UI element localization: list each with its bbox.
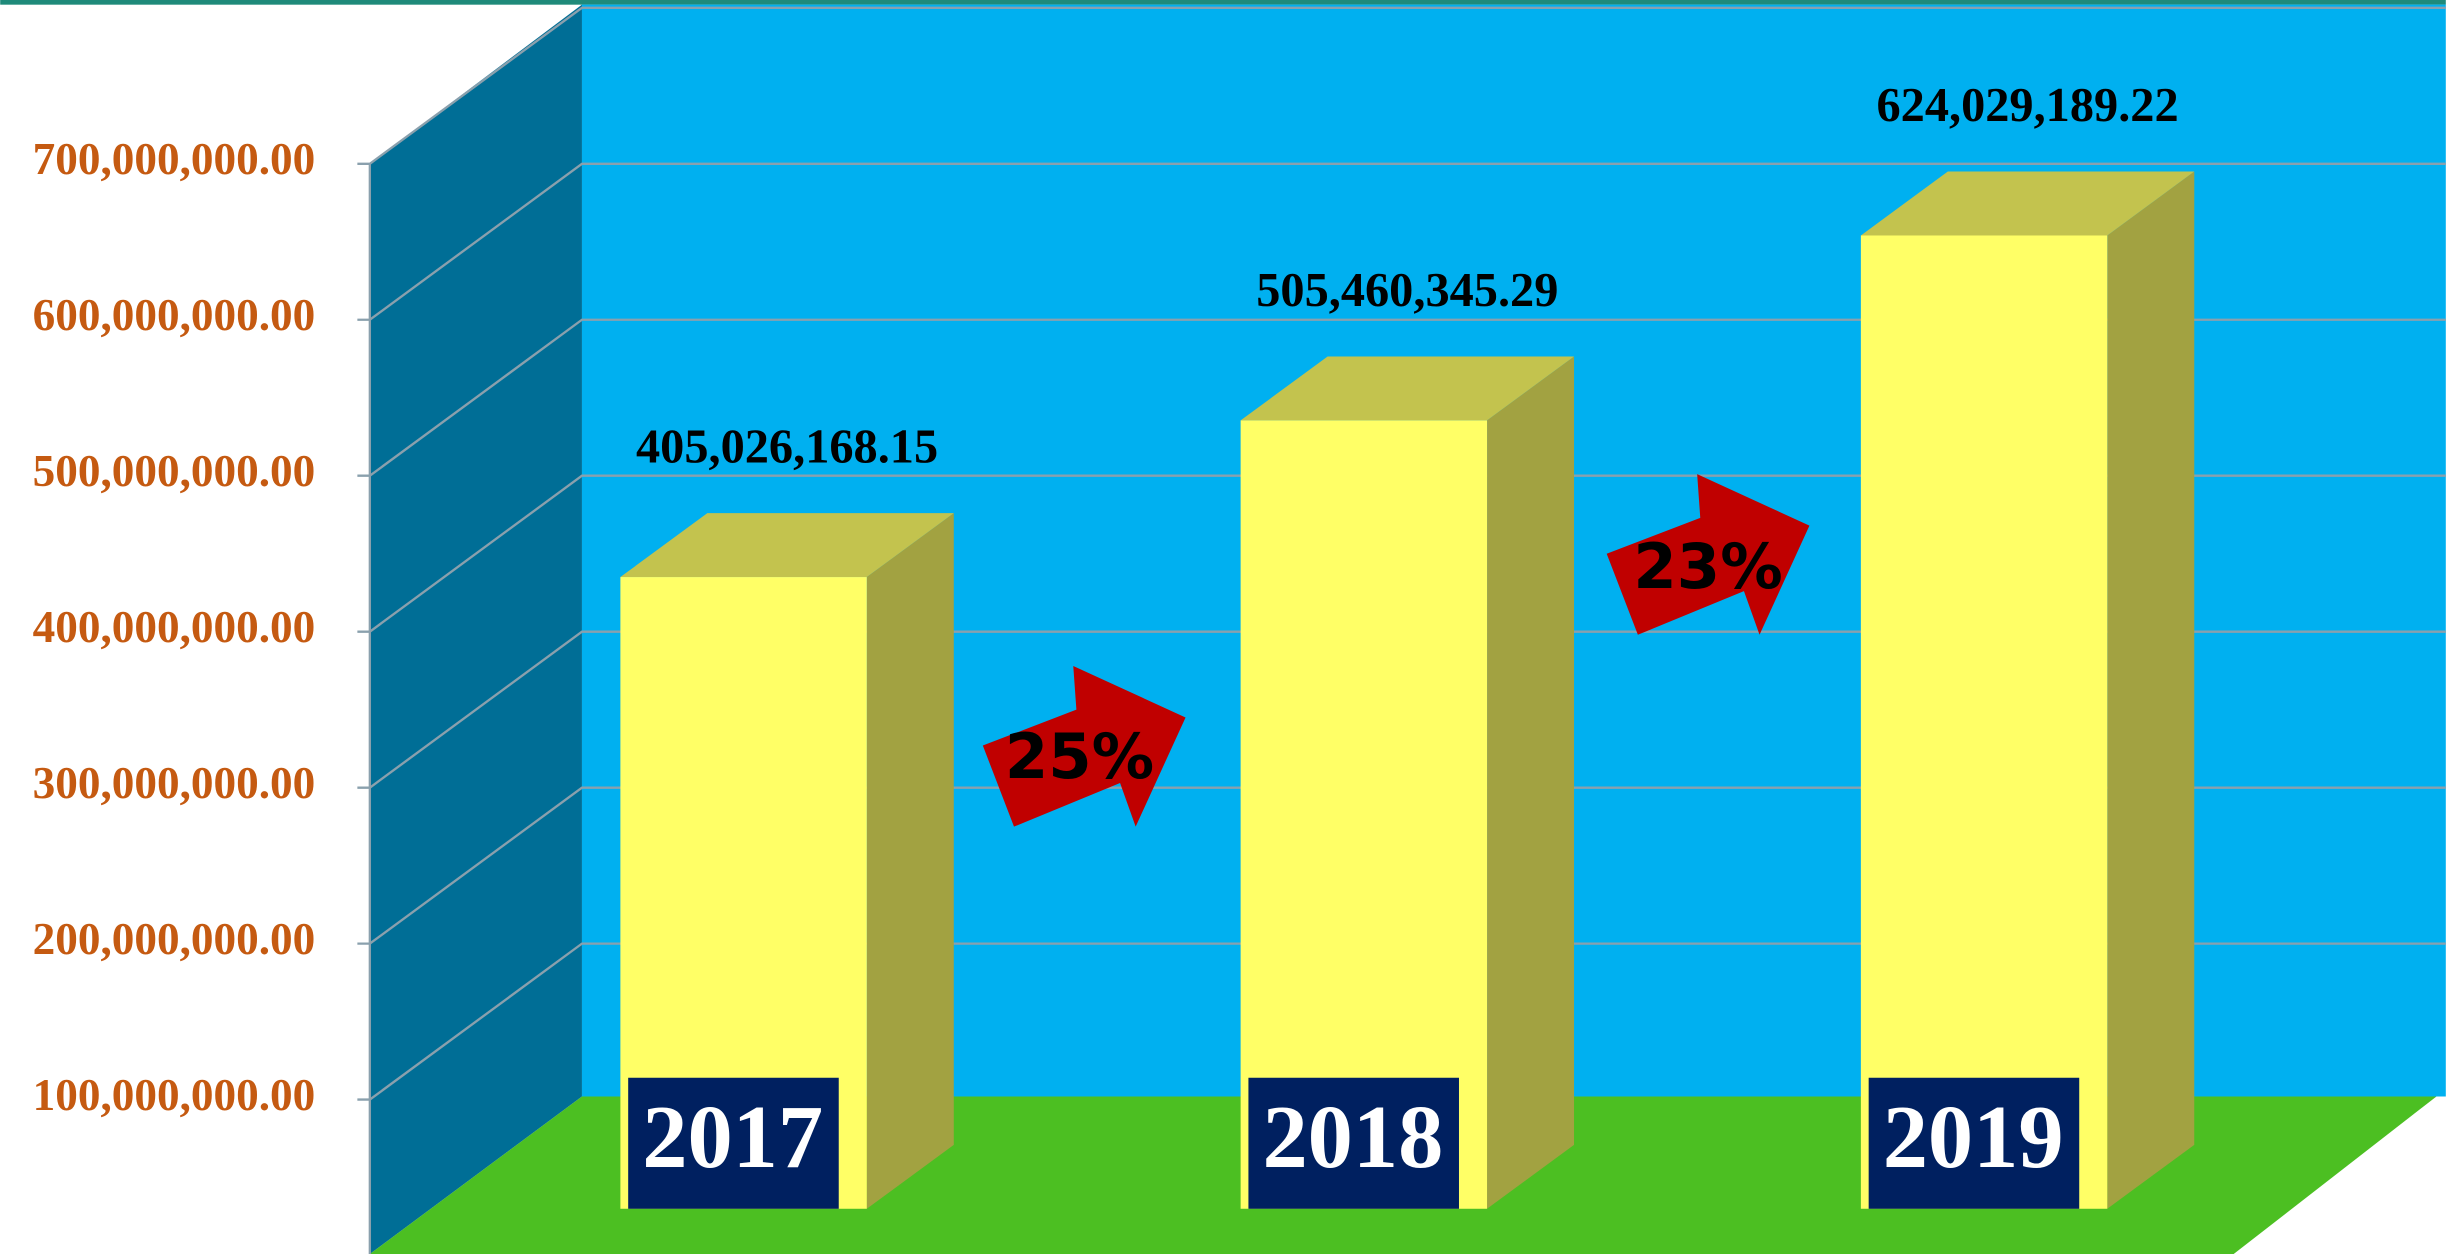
bar-top [1860, 171, 2195, 236]
data-label: 405,026,168.15 [636, 421, 938, 474]
bar-top [620, 513, 954, 578]
bar-side [2107, 171, 2195, 1209]
data-label: 505,460,345.29 [1256, 264, 1558, 317]
data-label: 624,029,189.22 [1876, 79, 2178, 132]
x-tick-label: 2017 [642, 1086, 823, 1187]
grid-line [357, 318, 2446, 477]
bar-top [1240, 356, 1575, 421]
y-tick-label: 200,000,000.00 [33, 914, 316, 964]
growth-arrow: 23% [1606, 474, 1810, 635]
y-tick-label: 500,000,000.00 [33, 446, 316, 496]
bar-front [1240, 420, 1488, 1209]
y-tick-label: 700,000,000.00 [33, 134, 316, 184]
growth-arrow: 25% [982, 665, 1186, 827]
growth-label: 25% [1005, 720, 1154, 793]
category-box [628, 1077, 839, 1209]
x-tick-label: 2019 [1883, 1086, 2064, 1187]
grid-line [357, 6, 2446, 165]
bar [1240, 356, 1575, 1209]
bars: 405,026,168.15 2017 505,460,345.29 2018 624,… [620, 79, 2195, 1209]
y-tick-label: 300,000,000.00 [33, 758, 316, 808]
x-tick-label: 2018 [1262, 1086, 1443, 1187]
bar-side [1487, 356, 1575, 1209]
category-box [1868, 1077, 2080, 1209]
y-tick-label: 400,000,000.00 [33, 602, 316, 652]
y-tick-label: 100,000,000.00 [33, 1070, 316, 1120]
category-box [1248, 1077, 1459, 1209]
growth-label: 23% [1633, 530, 1782, 603]
grid-line [357, 162, 2446, 321]
bar-front [1860, 235, 2108, 1209]
y-tick-label: 600,000,000.00 [33, 290, 316, 340]
side-wall [369, 4, 582, 1254]
bar [1860, 171, 2195, 1209]
bar-side [866, 513, 954, 1209]
top-rule [0, 0, 2446, 5]
